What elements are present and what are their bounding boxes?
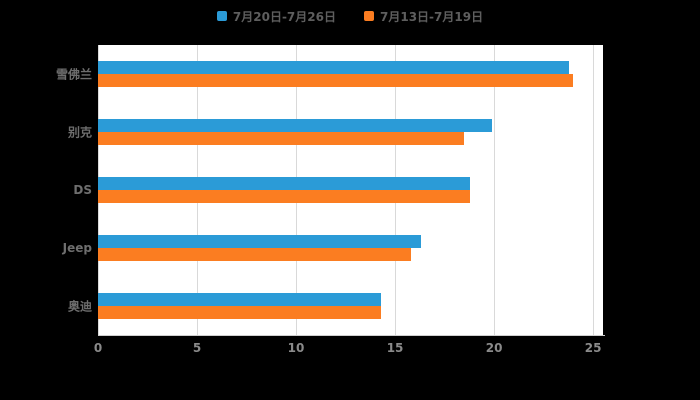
y-axis-label-雪佛兰: 雪佛兰 — [55, 67, 92, 82]
legend-marker-icon — [216, 11, 227, 21]
bar-Jeep-series-1 — [98, 248, 411, 261]
bar-DS-series-0 — [98, 177, 471, 190]
x-axis-label-25: 25 — [584, 341, 602, 355]
bar-Jeep-series-0 — [98, 235, 421, 248]
legend-marker-icon — [364, 11, 374, 21]
x-axis-line — [98, 335, 605, 336]
bar-雪佛兰-series-0 — [98, 61, 570, 74]
legend-label: 7月20日-7月26日 — [232, 9, 336, 24]
plot-area — [98, 45, 603, 335]
x-axis-tick-labels: 0 5 10 15 20 25 — [94, 341, 603, 357]
y-axis-label-Jeep: Jeep — [62, 241, 92, 255]
x-axis-label-15: 15 — [386, 341, 404, 355]
y-axis-labels: 雪佛兰别克 DS Jeep 奥迪 — [0, 45, 92, 335]
bar-DS-series-1 — [98, 190, 471, 203]
y-axis-label-别克: 别克 — [67, 125, 92, 140]
bar-雪佛兰-series-1 — [98, 74, 574, 87]
gridline-x-20 — [494, 45, 496, 335]
legend-item-series-1[interactable]: 7月13日-7月19日 — [364, 8, 483, 25]
x-axis-label-0: 0 — [93, 341, 103, 355]
y-axis-label-DS: DS — [73, 183, 92, 197]
legend-label: 7月13日-7月19日 — [380, 9, 484, 24]
x-axis-label-10: 10 — [287, 341, 305, 355]
x-axis-label-20: 20 — [485, 341, 503, 355]
gridline-x-25 — [593, 45, 595, 335]
bar-奥迪-series-1 — [98, 306, 382, 319]
bar-别克-series-0 — [98, 119, 493, 132]
bar-别克-series-1 — [98, 132, 465, 145]
bar-奥迪-series-0 — [98, 293, 382, 306]
chart-legend: 7月20日-7月26日 7月13日-7月19日 — [0, 6, 700, 26]
x-axis-label-5: 5 — [192, 341, 202, 355]
legend-item-series-0[interactable]: 7月20日-7月26日 — [216, 8, 336, 25]
y-axis-label-奥迪: 奥迪 — [67, 299, 92, 314]
